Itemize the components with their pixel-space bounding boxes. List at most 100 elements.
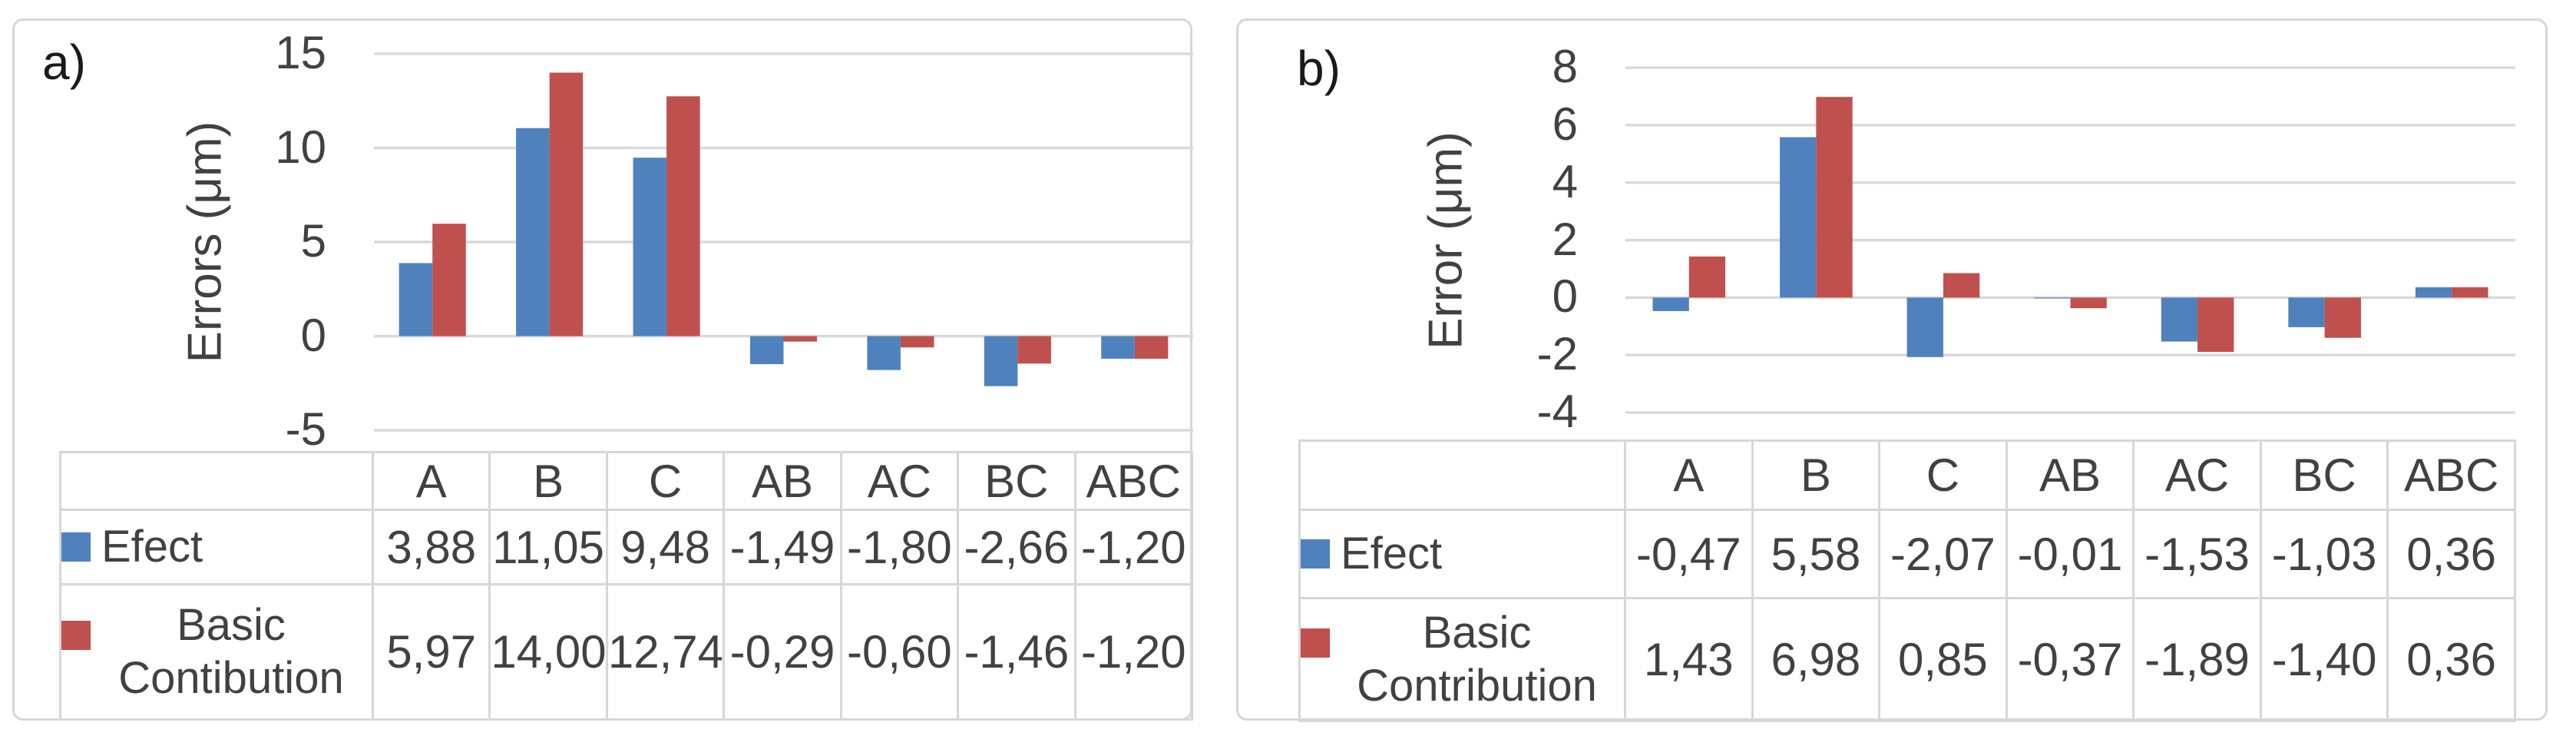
value-cell: 3,88 [371, 509, 491, 585]
column-header-AC: AC [2132, 439, 2262, 511]
value-cell: -0,01 [2005, 509, 2135, 599]
series-name: Efect [101, 521, 203, 572]
value-cell: -1,03 [2259, 509, 2389, 599]
bar-plot-svg [1625, 66, 2515, 414]
y-tick-label: -4 [1536, 385, 1578, 437]
value-cell: -1,46 [957, 583, 1076, 721]
bar-BC [2324, 297, 2361, 338]
bar-C [1943, 273, 1980, 298]
bar-AB [749, 336, 784, 365]
panel-label: a) [42, 35, 86, 90]
bar-ABC [1134, 336, 1169, 359]
legend-cell: Basic Contibution [59, 583, 374, 721]
bar-B [1816, 97, 1853, 298]
y-tick-label: 4 [1552, 155, 1578, 207]
column-header-B: B [1751, 439, 1881, 511]
y-tick-label: 15 [275, 26, 326, 78]
bar-AB [2070, 297, 2107, 309]
table-row: Basic Contribution 1,43 6,98 0,85 -0,37 -1,89… [1298, 597, 2516, 722]
table-corner-cell [1298, 439, 1626, 511]
value-cell: 0,36 [2386, 597, 2516, 722]
legend-swatch-basic-contribution [61, 621, 91, 651]
bar-AB [783, 336, 818, 342]
value-cell: -0,47 [1624, 509, 1754, 599]
bar-BC [984, 336, 1018, 386]
bar-C [633, 157, 667, 337]
series-basic-contribution [432, 72, 1169, 364]
chart-region: b) Error (μm) 8 6 4 2 0 -2 -4 [1238, 21, 2545, 439]
column-header-A: A [1624, 439, 1754, 511]
y-tick-label: 0 [300, 309, 326, 361]
value-cell: -1,20 [1073, 509, 1193, 585]
series-name: Efect [1341, 528, 1443, 579]
value-cell: -1,80 [839, 509, 960, 585]
data-table: A B C AB AC BC ABC Efect -0,47 5,58 -2,07 -0,01 -1,5… [1298, 439, 2516, 722]
bar-AB [2034, 297, 2071, 299]
bar-AC [900, 336, 934, 348]
table-header-row: A B C AB AC BC ABC [59, 451, 1193, 511]
bar-A [432, 224, 466, 337]
value-cell: -1,20 [1073, 583, 1193, 721]
legend-cell: Efect [59, 509, 374, 585]
bar-B [1780, 137, 1817, 298]
bar-C [666, 96, 700, 337]
column-header-AB: AB [2005, 439, 2135, 511]
y-axis-ticks: 8 6 4 2 0 -2 -4 [1238, 21, 1578, 439]
value-cell: -2,07 [1878, 509, 2008, 599]
bar-AC [867, 336, 901, 370]
y-tick-label: 0 [1552, 270, 1578, 323]
bar-A [1688, 256, 1726, 298]
bar-BC [1017, 336, 1051, 364]
bar-AC [2197, 297, 2234, 353]
gridlines [374, 52, 1193, 432]
column-header-ABC: ABC [1073, 451, 1193, 511]
column-header-B: B [488, 451, 608, 511]
bar-ABC [2452, 287, 2488, 298]
chart-panel-a: a) Errors (μm) 15 10 5 0 -5 A B C AB AC BC ABC Efec… [12, 18, 1193, 721]
column-header-BC: BC [957, 451, 1076, 511]
legend-cell: Efect [1298, 509, 1626, 599]
bar-BC [2288, 297, 2325, 327]
table-corner-cell [59, 451, 374, 511]
panel-label: b) [1297, 41, 1341, 96]
legend-swatch-efect [1301, 539, 1330, 569]
value-cell: -1,49 [723, 509, 842, 585]
value-cell: -1,89 [2132, 597, 2262, 722]
value-cell: 14,00 [488, 583, 608, 721]
plot-area [374, 21, 1193, 455]
value-cell: -2,66 [957, 509, 1076, 585]
plot-area [1625, 21, 2515, 443]
bar-A [398, 263, 433, 337]
gridlines [1625, 66, 2515, 414]
bar-B [516, 128, 550, 337]
bar-B [549, 72, 584, 337]
bar-ABC [2415, 287, 2452, 298]
value-cell: 5,58 [1751, 509, 1881, 599]
column-header-AC: AC [839, 451, 960, 511]
series-efect [1652, 137, 2452, 357]
value-cell: -0,29 [723, 583, 842, 721]
value-cell: -0,37 [2005, 597, 2135, 722]
bar-plot-svg [374, 52, 1193, 432]
y-tick-label: 8 [1552, 40, 1578, 92]
chart-region: a) Errors (μm) 15 10 5 0 -5 [15, 21, 1193, 452]
series-efect [398, 128, 1135, 386]
value-cell: -1,40 [2259, 597, 2389, 722]
column-header-BC: BC [2259, 439, 2389, 511]
bar-A [1652, 297, 1689, 311]
value-cell: 0,85 [1878, 597, 2008, 722]
y-tick-label: 10 [275, 121, 326, 173]
column-header-A: A [371, 451, 491, 511]
table-row: Efect -0,47 5,58 -2,07 -0,01 -1,53 -1,03 0,36 [1298, 509, 2516, 599]
table-row: Basic Contibution 5,97 14,00 12,74 -0,29 -0,6… [59, 583, 1193, 721]
legend-cell: Basic Contribution [1298, 597, 1626, 722]
y-tick-label: -2 [1536, 327, 1578, 380]
bar-AC [2161, 297, 2198, 342]
value-cell: 6,98 [1751, 597, 1881, 722]
series-name: Basic Contibution [118, 600, 344, 703]
value-cell: 5,97 [371, 583, 491, 721]
data-table: A B C AB AC BC ABC Efect 3,88 11,05 9,48 -1,49 -1,80… [59, 451, 1193, 721]
column-header-C: C [605, 451, 726, 511]
value-cell: 0,36 [2386, 509, 2516, 599]
